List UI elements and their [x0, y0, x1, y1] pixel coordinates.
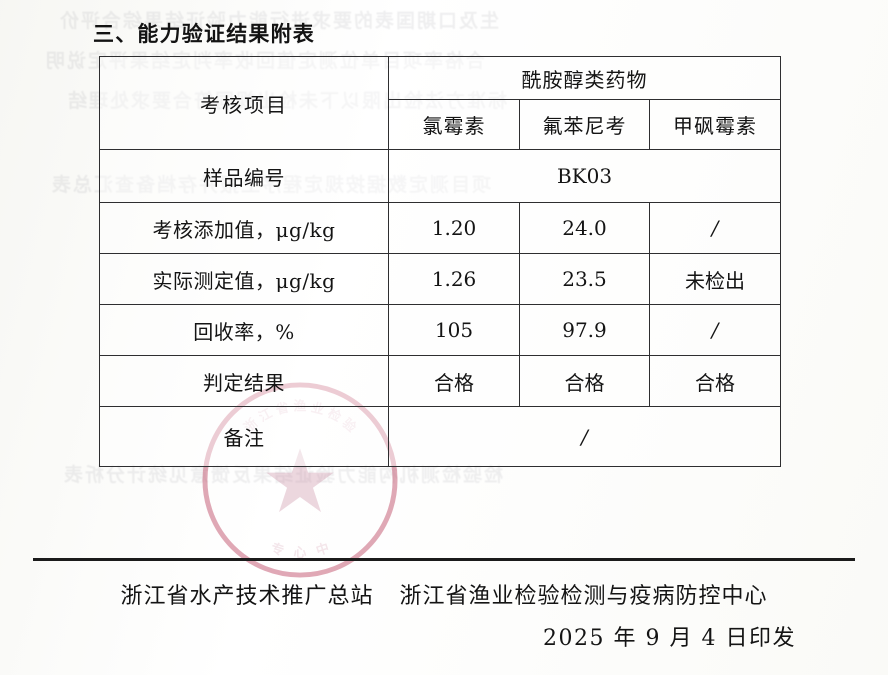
section-heading: 三、能力验证结果附表	[93, 22, 315, 46]
cell-recovery-florfenicol: 97.9	[519, 304, 650, 356]
table-header: 考核项目 酰胺醇类药物 氯霉素 氟苯尼考 甲砜霉素	[99, 56, 782, 150]
svg-text:专: 专	[269, 540, 286, 559]
svg-text:中: 中	[314, 540, 331, 559]
row-label-spiked-value: 考核添加值，μg/kg	[99, 202, 389, 254]
cell-sample-id-value: BK03	[387, 149, 782, 203]
cell-judgement-thiamphenicol: 合格	[648, 355, 782, 407]
cell-judgement-chloramphenicol: 合格	[388, 355, 520, 407]
cell-remarks-value: /	[387, 406, 782, 467]
row-label-remarks: 备注	[99, 406, 389, 467]
table-row: 考核添加值，μg/kg 1.20 24.0 /	[99, 202, 782, 254]
row-label-judgement: 判定结果	[99, 355, 389, 407]
table-header-row-group: 考核项目 酰胺醇类药物	[99, 56, 782, 150]
cell-spiked-florfenicol: 24.0	[519, 202, 650, 254]
cell-recovery-thiamphenicol: /	[648, 304, 782, 356]
footer-organizations: 浙江省水产技术推广总站 浙江省渔业检验检测与疫病防控中心	[0, 578, 888, 610]
header-analyte-group: 酰胺醇类药物	[387, 56, 782, 100]
cell-spiked-chloramphenicol: 1.20	[388, 202, 520, 254]
cell-spiked-thiamphenicol: /	[648, 202, 782, 254]
header-analyte-2: 氟苯尼考	[519, 99, 650, 150]
cell-measured-florfenicol: 23.5	[519, 253, 650, 305]
row-label-recovery-rate: 回收率，%	[99, 304, 389, 356]
table-row: 备注 /	[99, 406, 782, 467]
footer-issue-date: 2025 年 9 月 4 日印发	[543, 626, 796, 651]
capability-verification-table: 考核项目 酰胺醇类药物 氯霉素 氟苯尼考 甲砜霉素 样品编号 BK03 考核添加…	[99, 56, 782, 467]
table-header-row-analytes: 氯霉素 氟苯尼考 甲砜霉素	[100, 99, 782, 150]
footer-divider-rule	[33, 558, 855, 561]
footer-org-right: 浙江省渔业检验检测与疫病防控中心	[399, 584, 768, 609]
header-analyte-3: 甲砜霉素	[648, 99, 782, 150]
cell-measured-chloramphenicol: 1.26	[388, 253, 520, 305]
row-label-sample-id: 样品编号	[99, 149, 389, 203]
table-row: 样品编号 BK03	[99, 149, 782, 203]
row-label-measured-value: 实际测定值，μg/kg	[99, 253, 389, 305]
table-row: 实际测定值，μg/kg 1.26 23.5 未检出	[99, 253, 782, 305]
table-row: 判定结果 合格 合格 合格	[99, 355, 782, 407]
table-body: 样品编号 BK03 考核添加值，μg/kg 1.20 24.0 / 实际测定值，…	[99, 149, 782, 467]
footer-org-left: 浙江省水产技术推广总站	[120, 584, 374, 609]
header-analyte-1: 氯霉素	[388, 99, 520, 150]
cell-recovery-chloramphenicol: 105	[388, 304, 520, 356]
cell-judgement-florfenicol: 合格	[519, 355, 650, 407]
cell-measured-thiamphenicol: 未检出	[648, 253, 782, 305]
table-row: 回收率，% 105 97.9 /	[99, 304, 782, 356]
header-item-column: 考核项目	[99, 56, 389, 150]
